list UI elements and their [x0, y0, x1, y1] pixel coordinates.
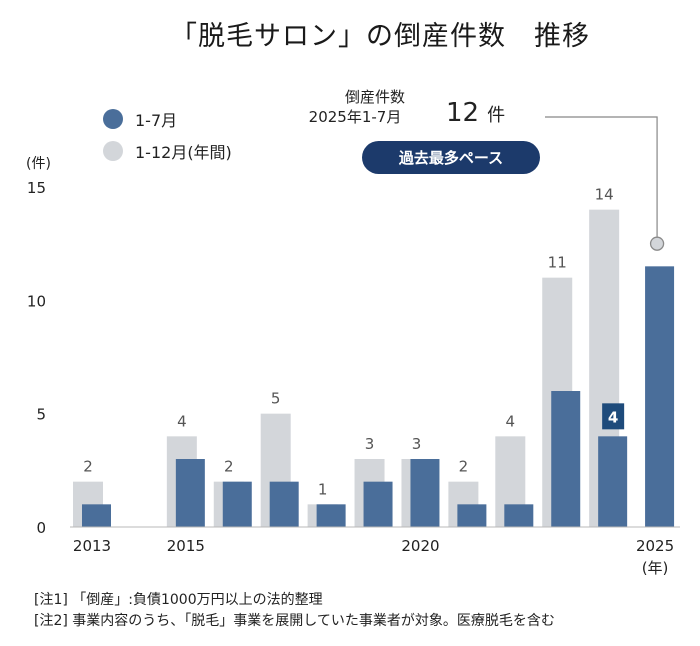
x-tick-label: 2025 — [636, 537, 674, 555]
marker-2025 — [649, 236, 665, 251]
y-tick-label: 0 — [36, 519, 46, 537]
callout-value: 12 件 — [446, 98, 505, 128]
data-label-annual: 14 — [595, 186, 614, 204]
bar-jan-jul — [363, 481, 393, 527]
legend-item-jan-jul: 1-7月 — [103, 107, 177, 131]
data-label-annual: 3 — [412, 435, 422, 453]
bar-jan-jul — [457, 504, 487, 527]
x-tick-label: 2015 — [167, 537, 205, 555]
y-tick-label: 15 — [27, 179, 46, 197]
data-label-annual: 11 — [548, 254, 567, 272]
legend-item-annual: 1-12月(年間) — [103, 139, 232, 163]
x-tick-label: 2020 — [401, 537, 439, 555]
record-pace-badge: 過去最多ペース — [362, 141, 540, 174]
callout-title: 倒産件数 — [344, 88, 405, 106]
bar-jan-jul — [598, 436, 628, 527]
bar-jan-jul — [645, 266, 675, 527]
bar-jan-jul — [175, 459, 205, 527]
bar-jan-jul — [316, 504, 346, 527]
callout-unit: 件 — [487, 105, 506, 126]
x-axis-unit: (年) — [642, 559, 669, 577]
callout-leader-line — [545, 116, 658, 237]
data-label-jan-jul: 4 — [608, 408, 618, 426]
x-tick-label: 2013 — [73, 537, 111, 555]
note-1: [注1] 「倒産」:負債1000万円以上の法的整理 — [34, 592, 323, 608]
legend-swatch-annual — [103, 141, 123, 161]
bar-jan-jul — [269, 481, 299, 527]
data-label-annual: 1 — [318, 480, 328, 498]
legend-swatch-jan-jul — [103, 109, 123, 129]
data-label-jan-jul-bg — [602, 403, 625, 430]
data-label-annual: 2 — [224, 458, 234, 476]
data-label-annual: 4 — [506, 412, 516, 430]
bar-jan-jul — [222, 481, 252, 527]
bar-jan-jul — [410, 459, 440, 527]
data-label-annual: 3 — [365, 435, 375, 453]
bar-jan-jul — [551, 391, 581, 527]
data-label-annual: 5 — [271, 390, 281, 408]
legend-label-annual: 1-12月(年間) — [135, 143, 232, 162]
legend-label-jan-jul: 1-7月 — [135, 111, 178, 130]
y-tick-label: 5 — [36, 406, 46, 424]
callout-period: 2025年1-7月 — [308, 108, 402, 126]
note-2: [注2] 事業内容のうち、「脱毛」事業を展開していた事業者が対象。医療脱毛を含む — [34, 613, 555, 629]
y-axis-unit: (件) — [26, 156, 51, 172]
y-tick-label: 10 — [27, 292, 46, 310]
bar-jan-jul — [504, 504, 534, 527]
bar-chart: 0 5 10 15 2 4 2 5 1 3 3 2 4 11 14 4 2013 2015 2020 2025 (年) — [27, 116, 680, 577]
callout-number: 12 — [446, 98, 480, 128]
chart-title: 「脱毛サロン」の倒産件数 推移 — [170, 21, 590, 52]
data-label-annual: 2 — [83, 458, 93, 476]
bar-jan-jul — [82, 504, 111, 527]
data-label-annual: 2 — [459, 458, 469, 476]
data-label-annual: 4 — [177, 412, 187, 430]
notes: [注1] 「倒産」:負債1000万円以上の法的整理 [注2] 事業内容のうち、「… — [34, 590, 555, 632]
